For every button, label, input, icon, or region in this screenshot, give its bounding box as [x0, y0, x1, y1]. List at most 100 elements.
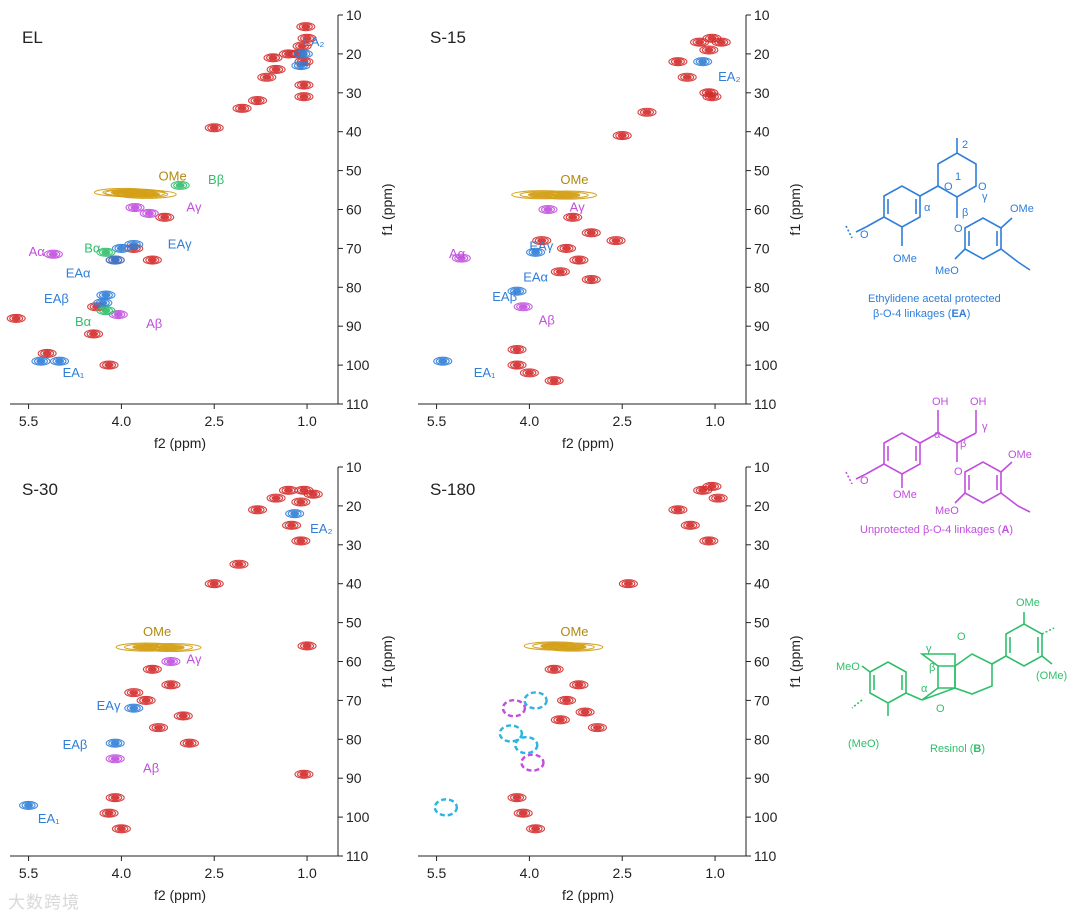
- contour-peak: [618, 579, 638, 589]
- contour-peak: [182, 739, 197, 747]
- contour-peak: [670, 58, 685, 66]
- missing-signal-circle: [520, 753, 545, 772]
- contour-peak: [584, 229, 599, 237]
- contour-peak: [531, 826, 541, 832]
- y-tick-label: 20: [754, 498, 770, 514]
- contour-peak: [291, 497, 311, 507]
- contour-peak: [294, 769, 314, 779]
- contour-peak: [531, 249, 541, 255]
- contour-peak: [37, 348, 57, 358]
- contour-peak: [110, 189, 139, 195]
- contour-peak: [516, 303, 531, 311]
- contour-peak: [21, 801, 36, 809]
- contour-peak: [33, 357, 48, 365]
- contour-peak: [108, 739, 123, 747]
- contour-peak: [173, 181, 188, 189]
- contour-peak: [553, 716, 568, 724]
- peak-label: EAγ: [529, 238, 553, 253]
- contour-peak: [207, 124, 222, 132]
- y-tick-label: 10: [346, 459, 362, 475]
- contour-peak: [617, 133, 627, 139]
- b-ome-paren: (OMe): [1036, 670, 1067, 682]
- contour-peak: [518, 304, 528, 310]
- a-ome-2: OMe: [893, 489, 917, 501]
- contour-peak: [266, 493, 286, 503]
- y-tick-label: 110: [346, 396, 369, 412]
- contour-peak: [639, 108, 655, 116]
- contour-peak: [98, 248, 113, 256]
- contour-peak: [161, 680, 181, 690]
- contour-peak: [586, 230, 596, 236]
- x-axis-label: f2 (ppm): [562, 435, 614, 451]
- x-axis-label: f2 (ppm): [562, 887, 614, 903]
- contour-peak: [98, 307, 113, 315]
- contour-peak: [125, 203, 145, 213]
- contour-peak: [714, 38, 729, 46]
- contour-peak: [40, 349, 55, 357]
- contour-peak: [278, 49, 299, 59]
- y-tick-label: 100: [754, 357, 778, 373]
- contour-peak: [540, 205, 555, 214]
- contour-peak: [587, 723, 608, 733]
- contour-peak: [547, 665, 562, 673]
- contour-peak: [235, 104, 250, 112]
- a-ome-1: OMe: [1008, 449, 1032, 461]
- contour-peak: [677, 72, 697, 82]
- contour-peak: [247, 96, 268, 106]
- contour-peak: [113, 311, 123, 318]
- contour-peak: [46, 250, 61, 258]
- contour-peak: [547, 377, 562, 385]
- peak-label: EAγ: [97, 698, 121, 713]
- y-axis-label: f1 (ppm): [787, 183, 803, 235]
- contour-peak: [550, 715, 570, 725]
- contour-peak: [148, 723, 169, 733]
- contour-peak: [559, 244, 574, 252]
- panel-title: S-30: [22, 480, 58, 499]
- contour-peak: [532, 236, 552, 246]
- peak-label: EAγ: [168, 236, 192, 251]
- y-tick-label: 80: [346, 279, 362, 295]
- contour-peak: [209, 581, 219, 587]
- contour-peak: [637, 107, 657, 117]
- contour-peak: [556, 695, 577, 705]
- y-tick-label: 40: [346, 124, 362, 140]
- contour-peak: [114, 244, 129, 252]
- contour-peak: [259, 73, 274, 81]
- contour-peak: [516, 809, 531, 817]
- y-tick-label: 30: [346, 85, 362, 101]
- contour-peak: [265, 54, 281, 62]
- peak-label: EA₁: [63, 365, 85, 380]
- contour-peak: [147, 666, 157, 672]
- contour-peak: [157, 213, 172, 221]
- contour-peak: [571, 681, 586, 689]
- missing-signal-circle: [514, 735, 539, 755]
- contour-peak: [550, 643, 595, 651]
- contour-peak: [101, 308, 111, 314]
- contour-peak: [54, 358, 65, 364]
- contour-peak: [698, 59, 708, 65]
- contour-peak: [537, 238, 547, 244]
- panel-2: 10 20 30 40 50 60 70 80 90 100 110 5.5 4.0 2.5 1.0 f2 (…: [418, 7, 803, 451]
- contour-peak: [11, 315, 21, 321]
- contour-peak: [571, 256, 586, 264]
- contour-peak: [142, 209, 157, 217]
- ea-meo: MeO: [935, 265, 959, 277]
- contour-peak: [565, 213, 580, 221]
- contour-peak: [704, 538, 714, 544]
- x-tick-label: 4.0: [520, 865, 540, 881]
- contour-peak: [297, 33, 317, 43]
- contour-peak: [129, 241, 139, 248]
- x-tick-label: 5.5: [19, 865, 39, 881]
- contour-peak: [552, 192, 581, 198]
- contour-peak: [294, 92, 314, 102]
- y-tick-label: 20: [346, 498, 362, 514]
- contour-peak: [528, 248, 543, 256]
- contour-peak: [513, 302, 533, 312]
- contour-peak: [209, 125, 219, 131]
- contour-peak: [110, 740, 120, 746]
- contour-peak: [534, 237, 549, 245]
- b-alpha: α: [921, 683, 928, 695]
- peak-label: Aγ: [186, 651, 202, 666]
- contour-peak: [673, 59, 683, 65]
- y-tick-label: 40: [754, 124, 770, 140]
